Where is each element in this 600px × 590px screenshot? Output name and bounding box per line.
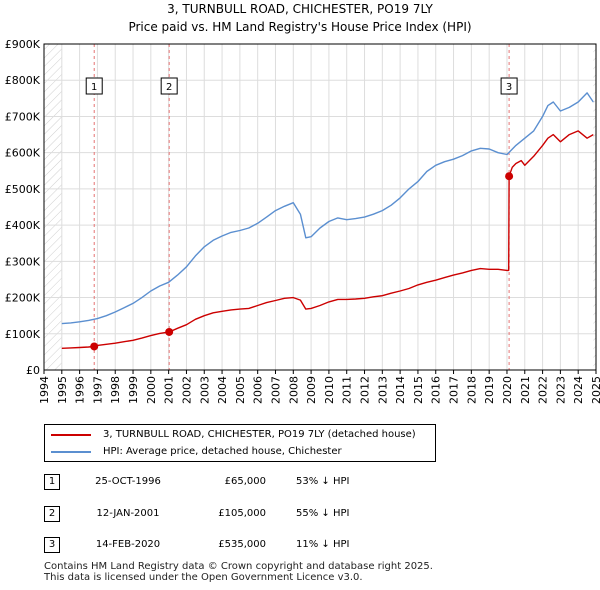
x-tick-label: 2001 [163, 376, 176, 404]
footer-license: This data is licensed under the Open Gov… [44, 572, 363, 583]
sale-price: £535,000 [218, 539, 266, 550]
sale-row: 2 12-JAN-2001 £105,000 55% ↓ HPI [0, 506, 600, 526]
legend-label-property: 3, TURNBULL ROAD, CHICHESTER, PO19 7LY (… [103, 429, 416, 440]
chart-subtitle: Price paid vs. HM Land Registry's House … [128, 20, 472, 34]
x-tick-label: 2011 [341, 376, 354, 404]
y-tick-label: £400K [5, 219, 41, 232]
y-tick-label: £500K [5, 183, 41, 196]
x-tick-label: 1994 [38, 376, 51, 404]
hatched-region [44, 44, 62, 370]
x-tick-label: 2020 [501, 376, 514, 404]
sale-number: 2 [44, 506, 60, 522]
sale-number: 1 [44, 474, 60, 490]
x-tick-label: 1996 [74, 376, 87, 404]
sale-date: 14-FEB-2020 [95, 539, 161, 550]
y-tick-label: £600K [5, 147, 41, 160]
sale-price: £105,000 [218, 508, 266, 519]
sale-marker-badge [500, 77, 518, 95]
legend-swatch-property [51, 434, 91, 436]
x-tick-label: 1999 [127, 376, 140, 404]
y-tick-label: £200K [5, 292, 41, 305]
y-tick-label: £300K [5, 255, 41, 268]
sale-marker-label: 3 [506, 82, 512, 93]
price-chart: £0 £100K £200K £300K £400K £500K £600K £700K £80… [5, 38, 600, 404]
plot-area [44, 44, 596, 370]
x-tick-label: 2004 [216, 376, 229, 404]
x-tick-label: 2010 [323, 376, 336, 404]
x-tick-label: 2005 [234, 376, 247, 404]
x-tick-label: 2008 [287, 376, 300, 404]
sale-price: £65,000 [224, 476, 266, 487]
footer-copyright: Contains HM Land Registry data © Crown c… [44, 561, 433, 572]
series-line [61, 130, 594, 349]
x-tick-label: 2023 [554, 376, 567, 404]
sale-marker-label: 1 [91, 82, 97, 93]
x-tick-label: 2017 [448, 376, 461, 404]
x-tick-label: 2025 [590, 376, 600, 404]
sale-marker-badge [160, 77, 178, 95]
sale-row: 3 14-FEB-2020 £535,000 11% ↓ HPI [0, 537, 600, 557]
sale-row: 1 25-OCT-1996 £65,000 53% ↓ HPI [0, 474, 600, 494]
x-tick-label: 2018 [465, 376, 478, 404]
sale-marker-badge [85, 77, 103, 95]
x-tick-label: 2022 [537, 376, 550, 404]
sale-date: 25-OCT-1996 [95, 476, 161, 487]
sale-hpi-diff: 11% ↓ HPI [296, 539, 350, 550]
plot-frame [43, 43, 597, 371]
legend-swatch-hpi [51, 451, 91, 453]
sale-point [505, 172, 514, 181]
y-tick-label: £900K [5, 38, 41, 51]
x-tick-label: 1998 [109, 376, 122, 404]
x-tick-label: 2014 [394, 376, 407, 404]
x-tick-label: 2019 [483, 376, 496, 404]
x-tick-label: 2002 [180, 376, 193, 404]
y-tick-label: £800K [5, 74, 41, 87]
y-tick-label: £100K [5, 328, 41, 341]
x-tick-label: 2007 [269, 376, 282, 404]
x-tick-label: 2009 [305, 376, 318, 404]
x-tick-label: 2000 [145, 376, 158, 404]
x-tick-label: 2015 [412, 376, 425, 404]
x-tick-label: 2016 [430, 376, 443, 404]
sale-hpi-diff: 53% ↓ HPI [296, 476, 350, 487]
legend: 3, TURNBULL ROAD, CHICHESTER, PO19 7LY (… [44, 424, 436, 462]
chart-title: 3, TURNBULL ROAD, CHICHESTER, PO19 7LY [167, 2, 433, 16]
x-tick-label: 1995 [56, 376, 69, 404]
legend-label-hpi: HPI: Average price, detached house, Chic… [103, 446, 342, 457]
sale-hpi-diff: 55% ↓ HPI [296, 508, 350, 519]
y-tick-label: £0 [26, 364, 40, 377]
sale-point [165, 327, 174, 336]
sale-point [90, 342, 99, 351]
x-tick-label: 1997 [91, 376, 104, 404]
sale-date: 12-JAN-2001 [96, 508, 160, 519]
y-tick-label: £700K [5, 110, 41, 123]
hatched-region [593, 44, 596, 370]
series-line [61, 92, 594, 325]
x-tick-label: 2024 [572, 376, 585, 404]
x-tick-label: 2012 [359, 376, 372, 404]
x-tick-label: 2013 [376, 376, 389, 404]
x-tick-label: 2003 [198, 376, 211, 404]
x-tick-label: 2021 [519, 376, 532, 404]
sale-marker-label: 2 [166, 82, 172, 93]
x-tick-label: 2006 [252, 376, 265, 404]
sale-number: 3 [44, 537, 60, 553]
